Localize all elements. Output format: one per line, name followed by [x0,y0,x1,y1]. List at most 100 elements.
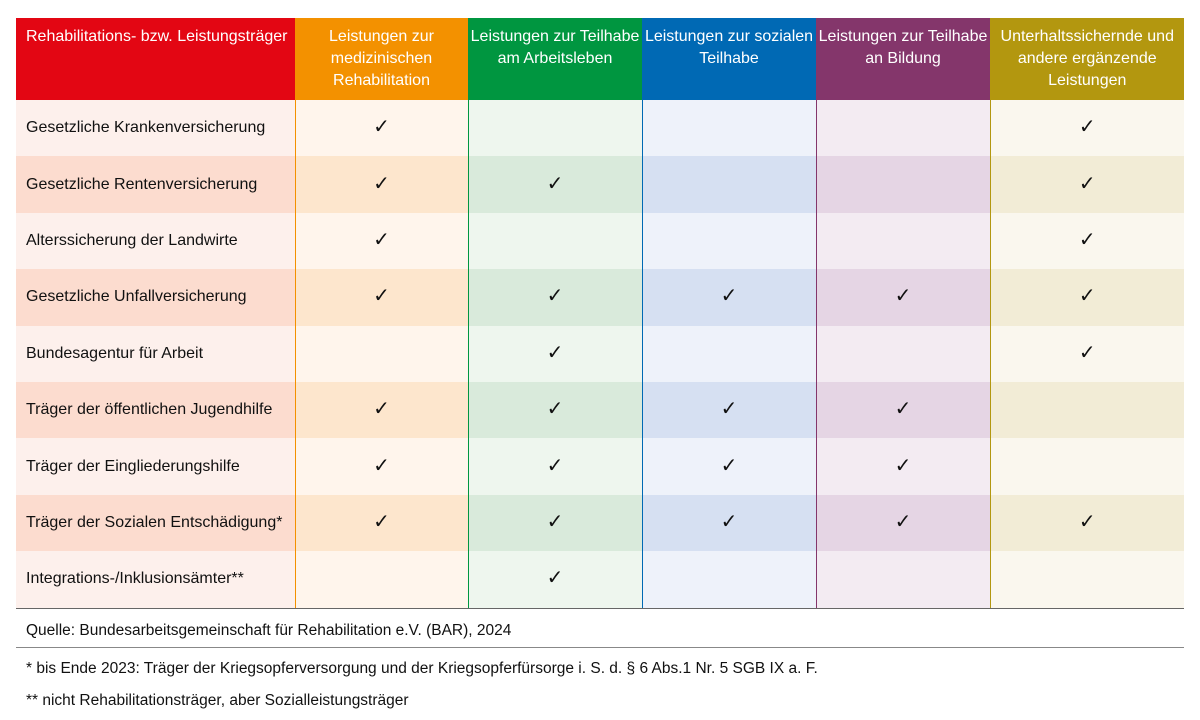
check-icon: ✓ [1078,172,1096,195]
table-cell: ✓ [467,438,642,495]
table-cell: ✓ [989,494,1184,552]
check-icon: ✓ [894,510,912,533]
table-cell: ✓ [815,438,990,495]
rehab-table: Rehabilitations- bzw. Leistungsträger Lei… [16,18,1184,608]
check-icon: ✓ [373,285,390,308]
column-header: Leistungen zur Teilhabe am Arbeitsleben [467,18,642,100]
table-cell: ✓ [294,156,468,213]
source-note: Quelle: Bundesarbeitsgemeinschaft für Re… [26,622,512,639]
table-cell: ✓ [467,156,642,213]
table-cell: ✓ [294,212,468,270]
check-icon: ✓ [373,398,390,421]
table-cell: ✓ [989,156,1184,213]
check-icon: ✓ [894,398,912,421]
table-cell: ✓ [815,494,990,552]
table-cell: ✓ [815,269,990,326]
table-row: Träger der öffentlichen Jugendhilfe ✓ ✓ ✓ ✓ [16,381,1184,439]
table-cell [641,212,816,270]
row-label: Gesetzliche Krankenversicherung [16,100,295,157]
table-cell [815,325,990,382]
check-icon: ✓ [720,510,738,533]
check-icon: ✓ [720,285,738,308]
check-icon: ✓ [1078,285,1096,308]
table-cell [815,212,990,270]
table-row: Träger der Sozialen Entschädigung* ✓ ✓ ✓ ✓ ✓ [16,494,1184,552]
table-cell: ✓ [467,325,642,382]
table-cell: ✓ [294,100,468,157]
divider [16,647,1184,648]
check-icon: ✓ [373,228,390,251]
footnote-1: * bis Ende 2023: Träger der Kriegsopferv… [26,660,818,677]
check-icon: ✓ [373,116,390,139]
table-cell [467,100,642,157]
check-icon: ✓ [373,454,390,477]
column-header: Leistungen zur medizinischen Rehabilitat… [294,18,468,100]
table-cell [989,438,1184,495]
check-icon: ✓ [546,285,564,308]
table-cell [467,212,642,270]
table-cell [815,156,990,213]
check-icon: ✓ [720,398,738,421]
table-row: Integrations-/Inklusionsämter** ✓ [16,551,1184,608]
table-cell [815,551,990,608]
check-icon: ✓ [373,172,390,195]
table-cell: ✓ [815,381,990,439]
check-icon: ✓ [894,454,912,477]
check-icon: ✓ [373,510,390,533]
check-icon: ✓ [894,285,912,308]
check-icon: ✓ [546,172,564,195]
table-cell: ✓ [467,551,642,608]
check-icon: ✓ [546,510,564,533]
table-row: Gesetzliche Rentenversicherung ✓ ✓ ✓ [16,156,1184,213]
footnote-2: ** nicht Rehabilitationsträger, aber Soz… [26,692,409,709]
row-label: Gesetzliche Unfallversicherung [16,269,295,326]
row-label: Bundesagentur für Arbeit [16,325,295,382]
table-cell: ✓ [641,494,816,552]
table-cell: ✓ [294,438,468,495]
row-label: Träger der Eingliederungshilfe [16,438,295,495]
check-icon: ✓ [1078,510,1096,533]
table-cell [641,156,816,213]
row-label: Gesetzliche Rentenversicherung [16,156,295,213]
table-cell [294,551,468,608]
table-row: Träger der Eingliederungshilfe ✓ ✓ ✓ ✓ [16,438,1184,495]
table-cell [641,325,816,382]
table-cell [641,551,816,608]
table-cell: ✓ [989,325,1184,382]
table-cell: ✓ [467,494,642,552]
table-cell: ✓ [641,381,816,439]
column-header: Leistungen zur sozialen Teilhabe [641,18,816,100]
table-cell: ✓ [641,438,816,495]
check-icon: ✓ [546,567,564,590]
row-label: Träger der Sozialen Entschädigung* [16,494,295,552]
table-cell [641,100,816,157]
table-row: Alterssicherung der Landwirte ✓ ✓ [16,212,1184,270]
table-cell: ✓ [294,494,468,552]
table-cell: ✓ [989,269,1184,326]
table-cell [815,100,990,157]
table-cell: ✓ [467,269,642,326]
column-header: Leistungen zur Teilhabe an Bildung [815,18,990,100]
row-label: Träger der öffentlichen Jugendhilfe [16,381,295,439]
row-label: Integrations-/Inklusionsämter** [16,551,295,608]
check-icon: ✓ [1078,228,1096,251]
table-row: Gesetzliche Krankenversicherung ✓ ✓ [16,100,1184,157]
table-cell: ✓ [294,269,468,326]
check-icon: ✓ [546,454,564,477]
check-icon: ✓ [720,454,738,477]
check-icon: ✓ [546,398,564,421]
table-cell: ✓ [467,381,642,439]
check-icon: ✓ [546,341,564,364]
table-cell: ✓ [294,381,468,439]
divider [16,608,1184,609]
check-icon: ✓ [1078,116,1096,139]
table-cell [989,551,1184,608]
column-header: Rehabilitations- bzw. Leistungsträger [16,18,295,100]
row-label: Alterssicherung der Landwirte [16,212,295,270]
check-icon: ✓ [1078,341,1096,364]
table-cell [989,381,1184,439]
table-cell: ✓ [989,212,1184,270]
table-cell [294,325,468,382]
table-cell: ✓ [641,269,816,326]
column-header: Unterhaltssichernde und andere ergänzend… [989,18,1184,100]
